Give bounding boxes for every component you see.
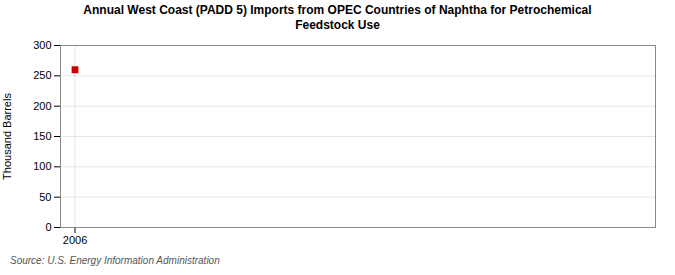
html-text:Source: U.S. Energy Informatio: Source: U.S. Energy Information Administ… xyxy=(10,255,220,266)
svg-text:0: 0 xyxy=(45,221,51,233)
svg-text:Thousand Barrels: Thousand Barrels xyxy=(1,93,13,180)
svg-text:50: 50 xyxy=(39,191,51,203)
svg-text:100: 100 xyxy=(33,160,51,172)
svg-text:300: 300 xyxy=(33,39,51,51)
svg-text:250: 250 xyxy=(33,69,51,81)
svg-text:150: 150 xyxy=(33,130,51,142)
svg-text:2006: 2006 xyxy=(63,234,87,246)
html-text:Annual West Coast (PADD 5) Imp: Annual West Coast (PADD 5) Imports from … xyxy=(83,3,592,32)
svg-text:200: 200 xyxy=(33,100,51,112)
